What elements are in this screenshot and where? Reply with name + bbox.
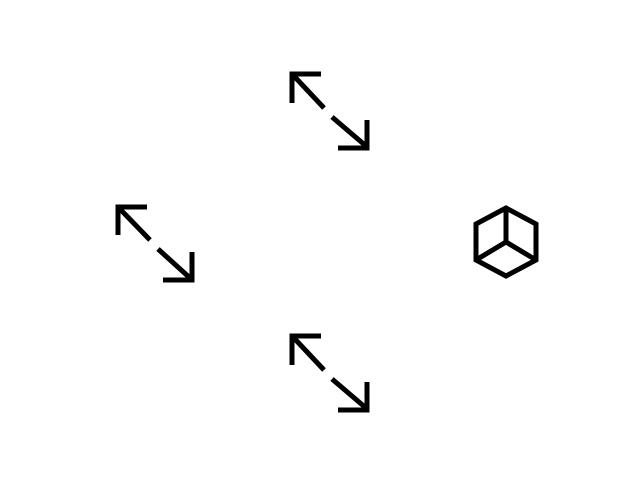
arrow-head-top-left bbox=[289, 333, 321, 365]
diagonal-resize-icon-graphic bbox=[289, 333, 370, 413]
arrow-shaft-bottom-right bbox=[156, 247, 192, 280]
diagonal-resize-icon[interactable] bbox=[288, 332, 372, 416]
cube-outline bbox=[473, 205, 539, 279]
cube-edge-left bbox=[474, 239, 508, 263]
arrow-shaft-bottom-right bbox=[330, 377, 368, 410]
cube-icon[interactable] bbox=[470, 204, 542, 284]
arrow-head-bottom-right bbox=[163, 252, 195, 283]
arrow-head-top-left bbox=[115, 204, 147, 235]
arrow-shaft-top-left bbox=[291, 73, 326, 110]
diagonal-resize-icon[interactable] bbox=[112, 202, 196, 286]
arrow-shaft-bottom-right bbox=[330, 115, 368, 148]
diagonal-resize-icon-graphic bbox=[289, 71, 370, 151]
arrow-head-bottom-right bbox=[338, 382, 370, 413]
arrow-head-top-left bbox=[289, 71, 321, 103]
arrow-shaft-top-left bbox=[291, 335, 326, 372]
arrow-head-bottom-right bbox=[338, 120, 370, 151]
cube-edge-right bbox=[504, 239, 538, 263]
arrow-shaft-top-left bbox=[117, 206, 152, 242]
diagonal-resize-icon[interactable] bbox=[288, 70, 372, 154]
cube-icon-graphic bbox=[473, 205, 539, 279]
diagonal-resize-icon-graphic bbox=[115, 204, 195, 283]
